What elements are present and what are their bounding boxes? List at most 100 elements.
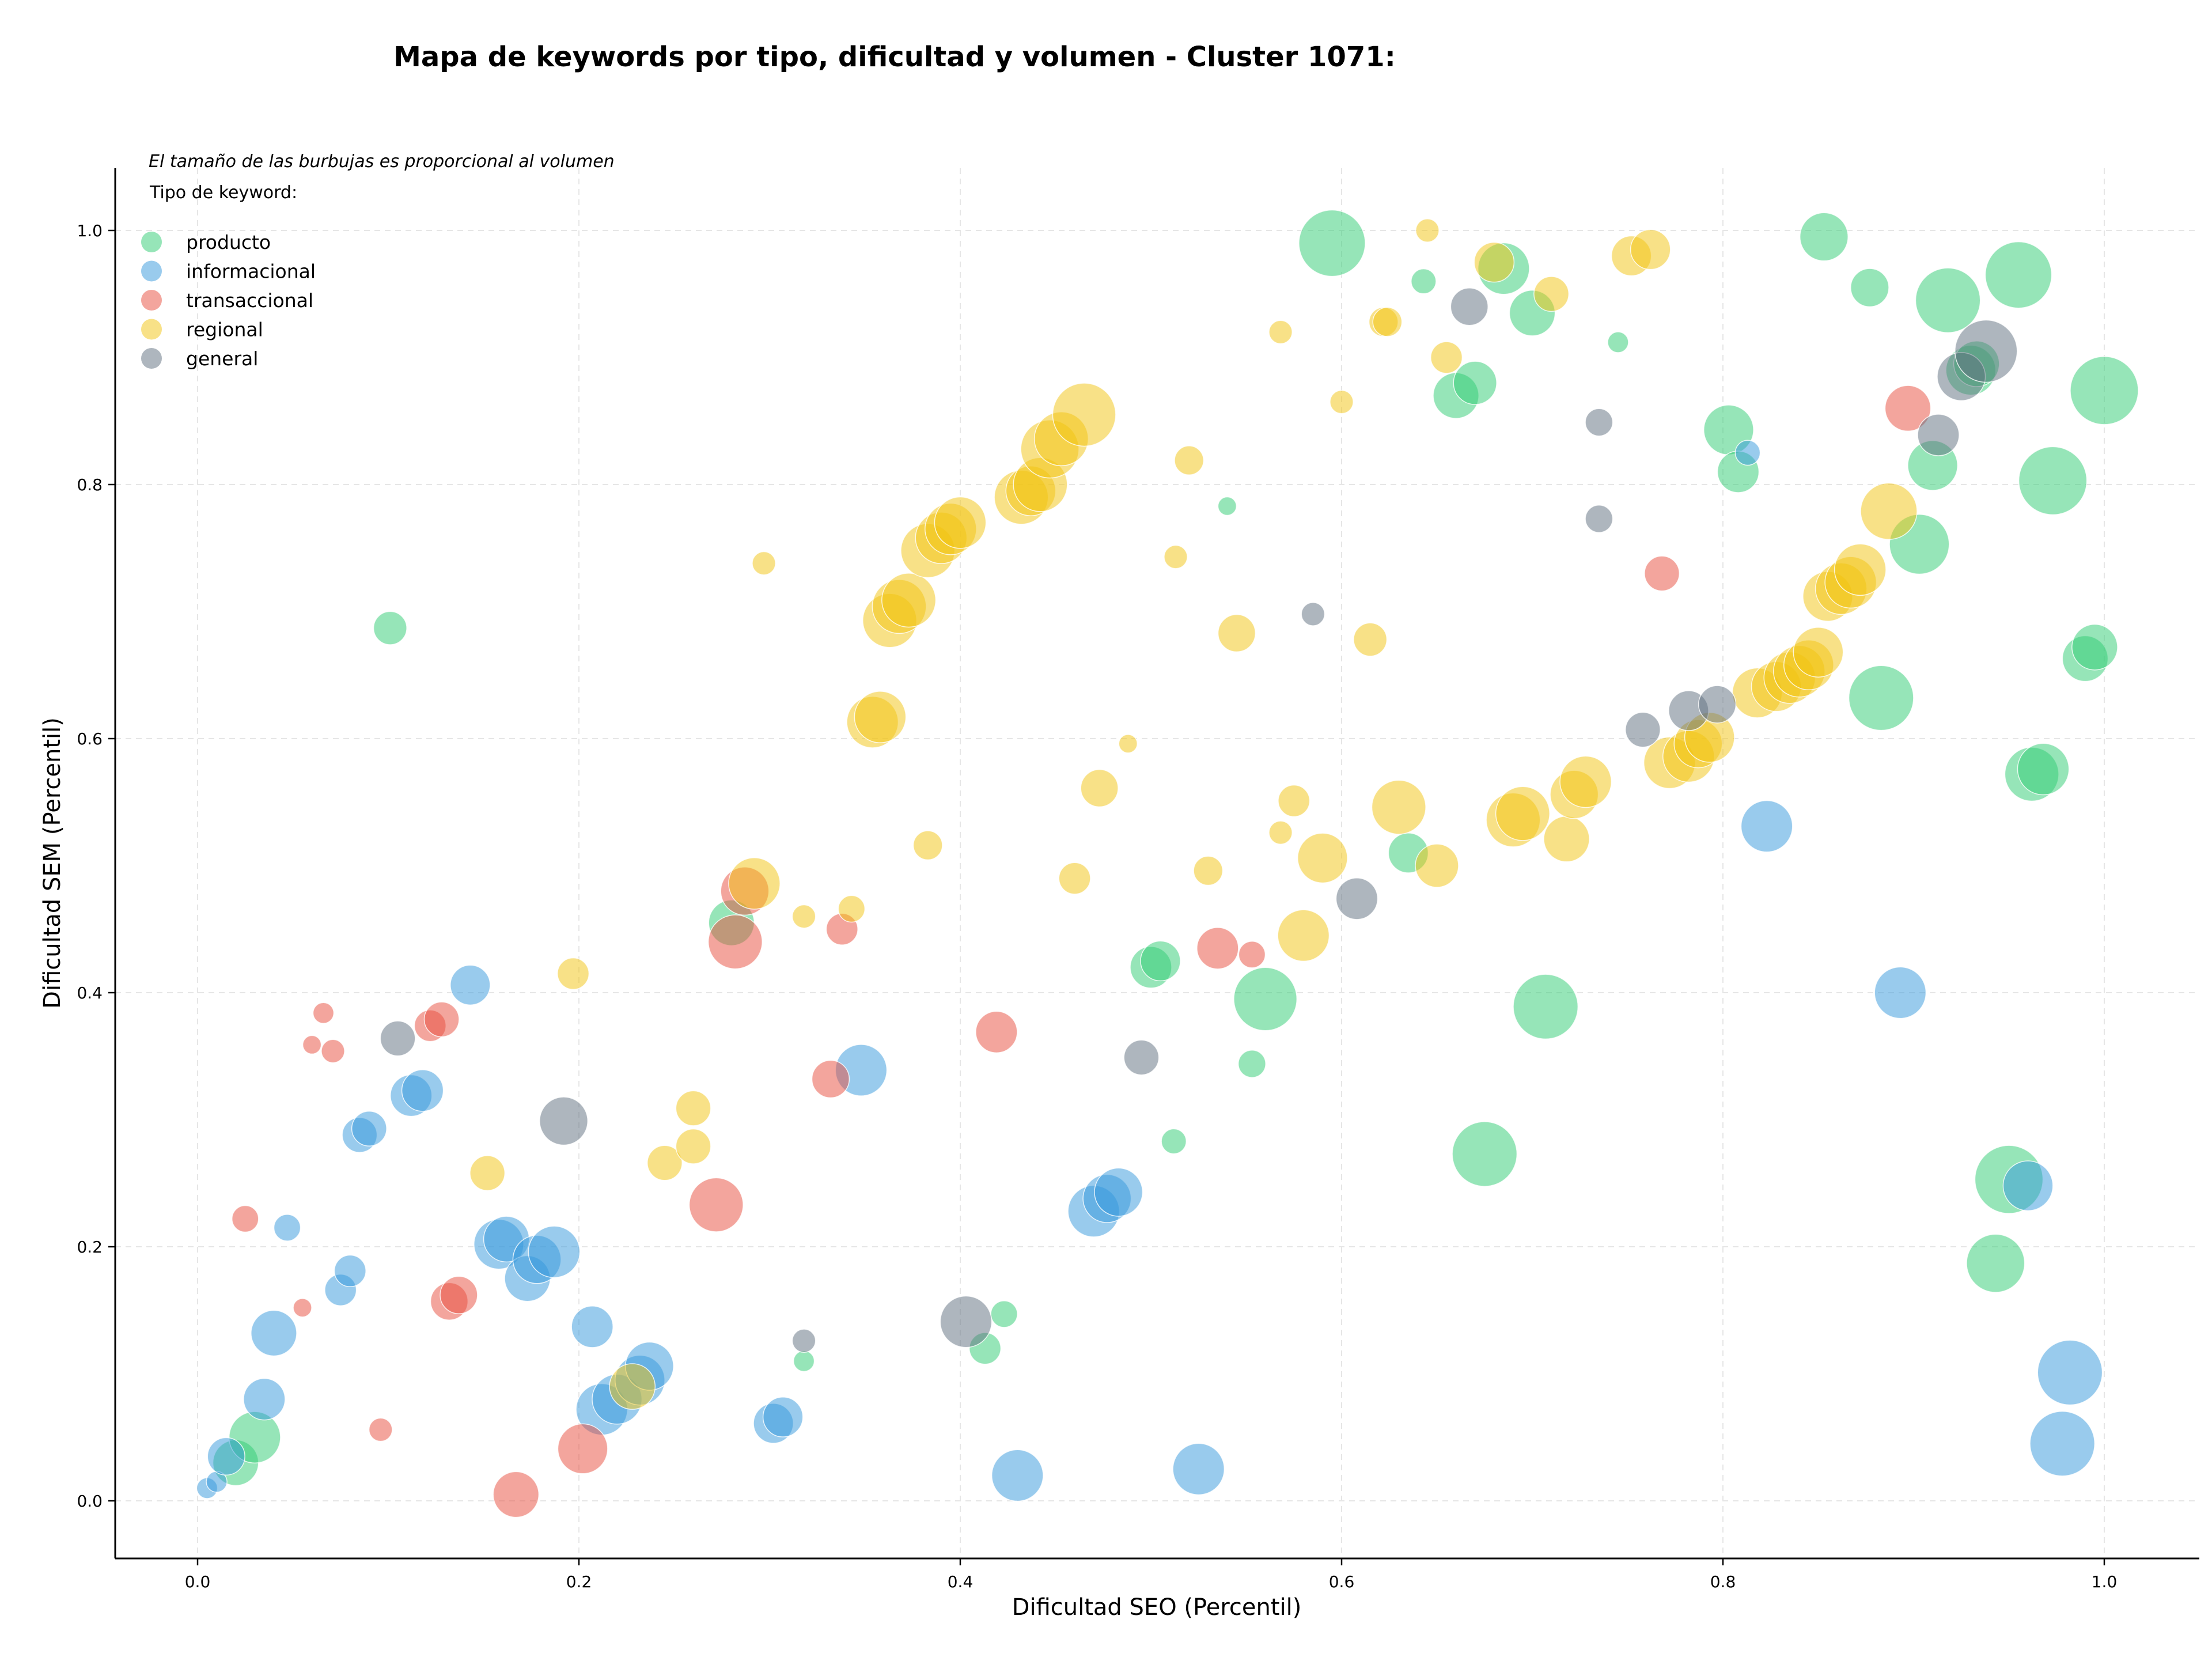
bubble-producto[interactable] [1799,212,1849,262]
bubble-informacional[interactable] [2029,1410,2096,1477]
bubble-regional[interactable] [1834,543,1887,596]
bubble-producto[interactable] [1984,241,2052,309]
bubble-general[interactable] [1955,319,2018,383]
bubble-transaccional[interactable] [1884,385,1931,432]
bubble-producto[interactable] [2018,446,2088,516]
bubble-transaccional[interactable] [302,1035,322,1055]
bubble-regional[interactable] [838,895,866,923]
bubble-informacional[interactable] [2002,1160,2054,1212]
bubble-informacional[interactable] [450,964,491,1006]
bubble-transaccional[interactable] [975,1011,1018,1054]
bubble-transaccional[interactable] [493,1471,540,1518]
bubble-informacional[interactable] [1740,800,1793,853]
bubble-producto[interactable] [1453,361,1497,405]
bubble-regional[interactable] [934,496,987,549]
bubble-transaccional[interactable] [557,1423,608,1474]
bubble-producto[interactable] [1848,665,1914,731]
bubble-producto[interactable] [793,1350,815,1372]
bubble-general[interactable] [380,1020,416,1057]
bubble-producto[interactable] [1607,331,1629,353]
bubble-regional[interactable] [1860,482,1918,540]
bubble-producto[interactable] [1850,268,1889,308]
bubble-general[interactable] [791,1329,816,1353]
bubble-regional[interactable] [728,857,781,910]
bubble-regional[interactable] [1052,383,1116,447]
bubble-regional[interactable] [1495,786,1550,841]
bubble-informacional[interactable] [1172,1443,1225,1496]
bubble-regional[interactable] [609,1363,656,1410]
bubble-regional[interactable] [1559,755,1612,808]
bubble-general[interactable] [1301,602,1325,626]
bubble-producto[interactable] [2070,356,2139,425]
bubble-transaccional[interactable] [1196,927,1239,970]
bubble-general[interactable] [1335,877,1378,920]
bubble-general[interactable] [1624,712,1661,748]
bubble-general[interactable] [1585,408,1613,437]
bubble-regional[interactable] [1174,445,1205,476]
bubble-regional[interactable] [1793,627,1844,678]
bubble-informacional[interactable] [243,1378,286,1421]
bubble-producto[interactable] [1410,268,1437,294]
bubble-producto[interactable] [1140,940,1181,982]
bubble-transaccional[interactable] [321,1039,345,1064]
bubble-informacional[interactable] [251,1310,297,1357]
bubble-general[interactable] [1698,685,1737,724]
bubble-producto[interactable] [1452,1121,1518,1187]
bubble-producto[interactable] [1966,1234,2025,1293]
bubble-general[interactable] [940,1295,993,1348]
bubble-regional[interactable] [1415,218,1440,243]
bubble-transaccional[interactable] [293,1298,312,1318]
bubble-transaccional[interactable] [688,1177,744,1232]
bubble-regional[interactable] [1268,820,1293,845]
bubble-producto[interactable] [373,611,407,645]
bubble-regional[interactable] [1058,862,1091,895]
bubble-transaccional[interactable] [1644,555,1680,592]
bubble-transaccional[interactable] [811,1060,850,1099]
bubble-informacional[interactable] [762,1397,804,1437]
bubble-regional[interactable] [469,1155,506,1191]
bubble-producto[interactable] [1237,1049,1266,1078]
bubble-informacional[interactable] [273,1214,301,1242]
bubble-transaccional[interactable] [423,1001,460,1038]
bubble-informacional[interactable] [334,1254,366,1288]
bubble-regional[interactable] [1330,389,1354,414]
bubble-informacional[interactable] [207,1437,245,1475]
bubble-transaccional[interactable] [440,1276,478,1314]
bubble-transaccional[interactable] [312,1002,335,1024]
bubble-producto[interactable] [2017,743,2070,796]
bubble-informacional[interactable] [1874,966,1927,1019]
bubble-producto[interactable] [1233,967,1298,1031]
bubble-transaccional[interactable] [1238,941,1266,968]
bubble-regional[interactable] [752,551,776,576]
bubble-regional[interactable] [1430,341,1463,374]
bubble-producto[interactable] [1513,974,1579,1040]
bubble-regional[interactable] [1630,229,1671,270]
bubble-regional[interactable] [1278,784,1310,818]
bubble-regional[interactable] [1372,307,1403,337]
bubble-producto[interactable] [990,1300,1018,1328]
bubble-producto[interactable] [1217,496,1237,516]
bubble-informacional[interactable] [991,1449,1044,1502]
bubble-producto[interactable] [1298,209,1366,277]
bubble-informacional[interactable] [1734,440,1761,466]
bubble-regional[interactable] [646,1145,683,1181]
bubble-regional[interactable] [1193,856,1224,886]
bubble-regional[interactable] [1543,815,1590,862]
bubble-regional[interactable] [1297,833,1348,884]
bubble-regional[interactable] [1353,622,1388,657]
bubble-general[interactable] [1123,1039,1160,1076]
bubble-regional[interactable] [1415,843,1459,888]
bubble-regional[interactable] [1080,769,1119,808]
bubble-regional[interactable] [1277,909,1330,962]
bubble-regional[interactable] [1217,614,1256,653]
bubble-regional[interactable] [791,904,816,929]
bubble-regional[interactable] [881,573,937,628]
bubble-regional[interactable] [1474,241,1515,283]
bubble-informacional[interactable] [2037,1340,2103,1406]
bubble-producto[interactable] [2071,623,2118,671]
bubble-informacional[interactable] [571,1306,613,1348]
bubble-regional[interactable] [1268,320,1293,345]
bubble-informacional[interactable] [528,1225,581,1278]
bubble-regional[interactable] [1118,734,1138,754]
bubble-producto[interactable] [1915,267,1981,334]
